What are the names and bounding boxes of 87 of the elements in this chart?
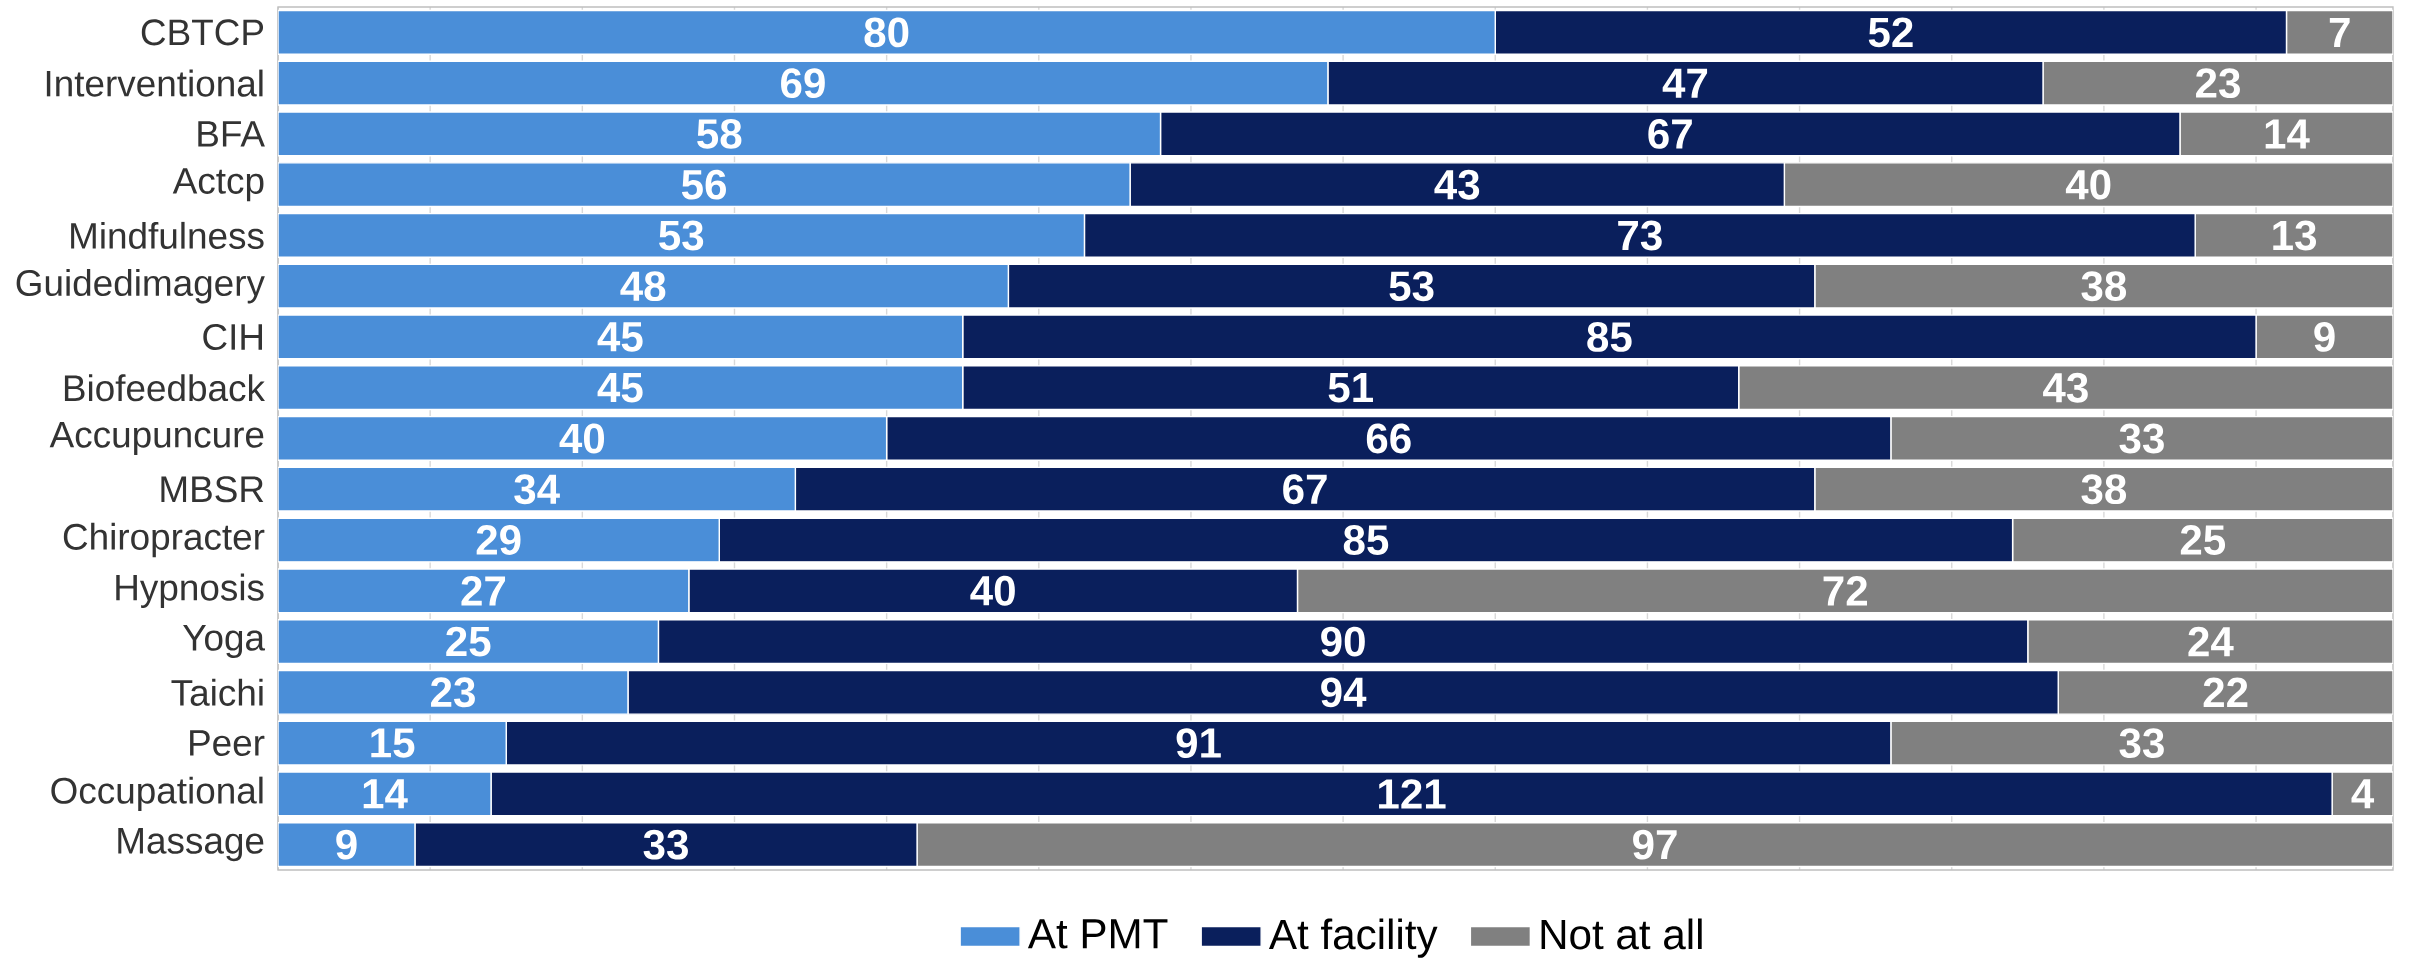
data-label: 52 [1868, 17, 1913, 48]
bar [278, 822, 416, 868]
y-tick-label: CBTCP [141, 19, 264, 46]
data-label: 29 [476, 525, 521, 555]
data-label: 14 [363, 779, 408, 809]
data-label: 53 [1389, 271, 1434, 302]
data-label: 7 [2329, 17, 2350, 47]
data-label: 9 [2314, 322, 2335, 352]
legend-label: At PMT [1027, 919, 1168, 949]
y-tick-label: MBSR [161, 476, 264, 503]
data-label: 43 [1434, 169, 1480, 200]
y-tick-label: BFA [198, 121, 265, 147]
bar [278, 212, 1086, 258]
data-label: 33 [643, 829, 688, 860]
data-label: 48 [620, 271, 666, 302]
bar [278, 517, 720, 563]
data-label: 72 [1823, 576, 1867, 606]
data-label: 22 [2203, 677, 2248, 708]
data-label: 34 [514, 474, 560, 505]
bar [278, 111, 1162, 157]
y-tick-label: Occupational [51, 776, 263, 812]
data-label: 85 [1587, 322, 1632, 352]
y-tick-label: Chiropracter [63, 522, 265, 558]
data-label: 121 [1379, 779, 1446, 809]
data-label: 45 [597, 373, 643, 403]
y-tick-label: Interventional [46, 69, 263, 97]
data-label: 66 [1366, 423, 1411, 454]
data-label: 73 [1618, 220, 1662, 251]
data-label: 27 [461, 576, 506, 606]
y-tick-label: Peer [190, 730, 265, 756]
data-label: 47 [1662, 68, 1708, 98]
data-label: 25 [2180, 525, 2226, 555]
data-label: 33 [2119, 728, 2164, 759]
legend-label: Not at all [1541, 918, 1702, 950]
bar [278, 466, 797, 512]
data-label: 25 [446, 626, 491, 657]
y-tick-label: Hypnosis [116, 573, 264, 608]
data-label: 90 [1321, 626, 1365, 657]
data-label: 51 [1328, 373, 1373, 403]
bar [278, 365, 964, 411]
y-tick-label: Massage [118, 828, 264, 862]
data-label: 24 [2188, 626, 2234, 657]
data-label: 38 [2081, 271, 2127, 302]
data-label: 40 [559, 423, 605, 454]
data-label: 45 [597, 322, 643, 352]
bar [278, 60, 1329, 106]
data-label: 33 [2119, 423, 2164, 454]
bar [278, 568, 690, 614]
y-tick-label: Yoga [183, 625, 266, 659]
y-tick-label: Actcp [172, 168, 264, 202]
data-label: 80 [864, 17, 909, 48]
data-label: 38 [2081, 474, 2127, 505]
data-label: 9 [336, 829, 357, 860]
data-label: 56 [681, 169, 726, 200]
y-tick-label: Guidedimagery [16, 269, 265, 304]
bar [278, 162, 1131, 208]
data-label: 97 [1633, 829, 1677, 860]
data-label: 94 [1321, 677, 1367, 708]
data-label: 67 [1283, 474, 1327, 505]
data-label: 58 [697, 119, 742, 149]
y-tick-label: Mindfulness [71, 221, 264, 250]
bar [278, 314, 964, 360]
bar [278, 669, 629, 715]
data-label: 53 [659, 220, 704, 251]
data-label: 91 [1176, 728, 1221, 758]
bar [278, 720, 507, 766]
data-label: 85 [1343, 525, 1389, 555]
data-label: 23 [431, 677, 475, 708]
bar [278, 9, 1496, 55]
data-label: 40 [2065, 169, 2111, 200]
y-tick-label: CIH [203, 323, 263, 351]
data-label: 4 [2351, 779, 2375, 809]
data-label: 14 [2265, 119, 2310, 149]
bar [278, 415, 888, 462]
y-tick-label: Taichi [171, 678, 263, 706]
data-label: 67 [1648, 119, 1692, 149]
data-label: 15 [371, 728, 415, 758]
data-label: 13 [2273, 220, 2317, 251]
bar [278, 263, 1010, 309]
legend-label: At facility [1268, 918, 1438, 958]
data-label: 43 [2043, 372, 2088, 403]
data-label: 69 [781, 68, 825, 99]
y-tick-label: Accupuncure [49, 422, 264, 456]
bar [278, 619, 660, 665]
data-label: 40 [970, 575, 1015, 606]
y-tick-label: Biofeedback [64, 374, 265, 402]
data-label: 23 [2196, 68, 2240, 99]
